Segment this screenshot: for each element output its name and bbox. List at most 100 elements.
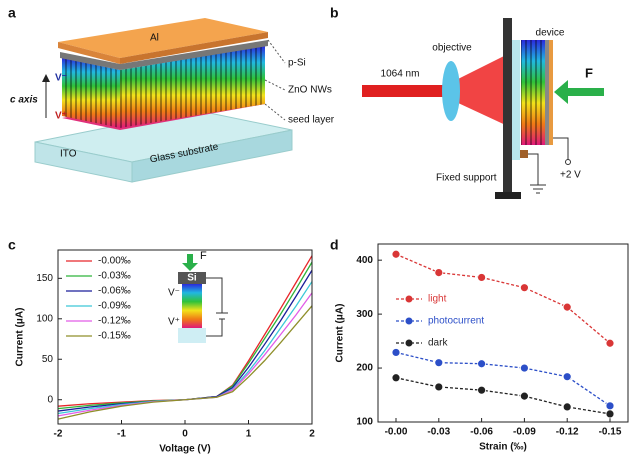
legend-label: dark <box>428 338 448 349</box>
panel-label: b <box>330 5 339 21</box>
legend-label: -0.06‰ <box>98 286 131 297</box>
force-arrow <box>568 88 604 96</box>
x-tick-label: -0.09 <box>513 427 536 438</box>
plot-frame <box>377 243 629 423</box>
leader <box>264 79 286 91</box>
marker <box>477 273 487 282</box>
legend-marker <box>405 295 413 303</box>
x-axis-label: Strain (‰) <box>479 442 527 453</box>
support <box>503 18 512 196</box>
label: Si <box>187 273 197 284</box>
label: p-Si <box>288 58 306 69</box>
x-tick-label: -1 <box>117 429 126 440</box>
y-tick-label: 50 <box>42 354 54 365</box>
x-tick-label: 2 <box>309 429 315 440</box>
glass-side <box>131 129 293 183</box>
legend-label: -0.12‰ <box>98 316 131 327</box>
leader <box>264 103 286 121</box>
label: V⁻ <box>55 73 67 84</box>
panel-label: c <box>8 237 16 253</box>
marker <box>562 402 572 412</box>
wire <box>528 153 539 185</box>
al-front <box>58 42 120 64</box>
legend-label: photocurrent <box>428 316 484 327</box>
marker <box>477 359 487 369</box>
device <box>521 40 545 145</box>
marker <box>520 283 529 293</box>
label: device <box>536 28 565 39</box>
marker <box>434 268 444 277</box>
y-tick-label: 200 <box>356 363 373 374</box>
panel-label: d <box>330 237 339 253</box>
legend-marker <box>405 339 413 347</box>
x-tick-label: 1 <box>246 429 252 440</box>
p-si-layer <box>60 40 268 70</box>
label: V⁺ <box>55 111 67 122</box>
force-arrow-head <box>182 263 198 271</box>
series-line <box>57 292 313 417</box>
marker <box>562 302 572 312</box>
label: ZnO NWs <box>288 85 332 96</box>
legend-label: -0.15‰ <box>98 331 131 342</box>
legend-label: -0.00‰ <box>98 256 131 267</box>
marker <box>520 391 529 401</box>
force-arrow <box>187 254 193 264</box>
x-tick-label: -0.03 <box>427 427 450 438</box>
marker <box>605 401 615 411</box>
label: V⁻ <box>168 288 180 299</box>
diagram-a: a Al p-Si ZnO NWs seed layer c axis V⁻ V… <box>8 5 335 183</box>
panel-label: a <box>8 5 16 21</box>
series-line <box>57 269 313 412</box>
y-axis-label: Current (μA) <box>15 308 26 367</box>
inset: F Si V⁻ V⁺ <box>168 250 228 343</box>
substrate <box>178 328 206 343</box>
series-line <box>395 351 611 407</box>
label: V⁺ <box>168 317 180 328</box>
leader <box>267 39 286 64</box>
y-axis-label: Current (μA) <box>335 304 346 363</box>
label: F <box>585 65 593 80</box>
al-top <box>58 18 268 58</box>
label: F <box>200 250 207 262</box>
al-side <box>120 32 268 64</box>
marker <box>434 382 444 392</box>
label: Al <box>150 33 159 44</box>
y-tick-label: 150 <box>36 273 53 284</box>
label: +2 V <box>560 170 581 181</box>
x-axis-label: Voltage (V) <box>159 444 210 455</box>
y-tick-label: 300 <box>356 309 373 320</box>
nanowire <box>182 284 202 328</box>
al <box>549 40 553 145</box>
label: seed layer <box>288 115 335 126</box>
marker <box>605 338 615 348</box>
wire <box>206 277 223 313</box>
marker <box>391 373 401 383</box>
marker <box>562 372 572 382</box>
arrow-head <box>42 74 50 82</box>
nanowires <box>120 46 265 128</box>
x-tick-label: 0 <box>182 429 188 440</box>
legend-label: light <box>428 294 447 305</box>
x-tick-label: -0.00 <box>385 427 408 438</box>
y-tick-label: 100 <box>356 417 373 428</box>
marker <box>391 249 401 259</box>
legend-marker <box>405 317 413 325</box>
nanowires <box>62 58 120 128</box>
series-line <box>395 377 611 415</box>
marker <box>434 358 444 368</box>
wire <box>553 137 569 160</box>
p-si <box>545 40 549 145</box>
terminal <box>565 159 571 165</box>
x-tick-label: -0.15 <box>599 427 622 438</box>
series-line <box>395 253 611 344</box>
series-line <box>57 305 313 420</box>
y-tick-label: 400 <box>356 255 373 266</box>
contact <box>520 150 528 158</box>
diagram-b: b 1064 nm objective device F +2 V Fixed … <box>330 5 604 199</box>
label: Fixed support <box>436 173 497 184</box>
laser-cone <box>456 52 512 128</box>
y-tick-label: 0 <box>47 394 53 405</box>
glass <box>512 40 520 160</box>
wire <box>206 319 223 337</box>
